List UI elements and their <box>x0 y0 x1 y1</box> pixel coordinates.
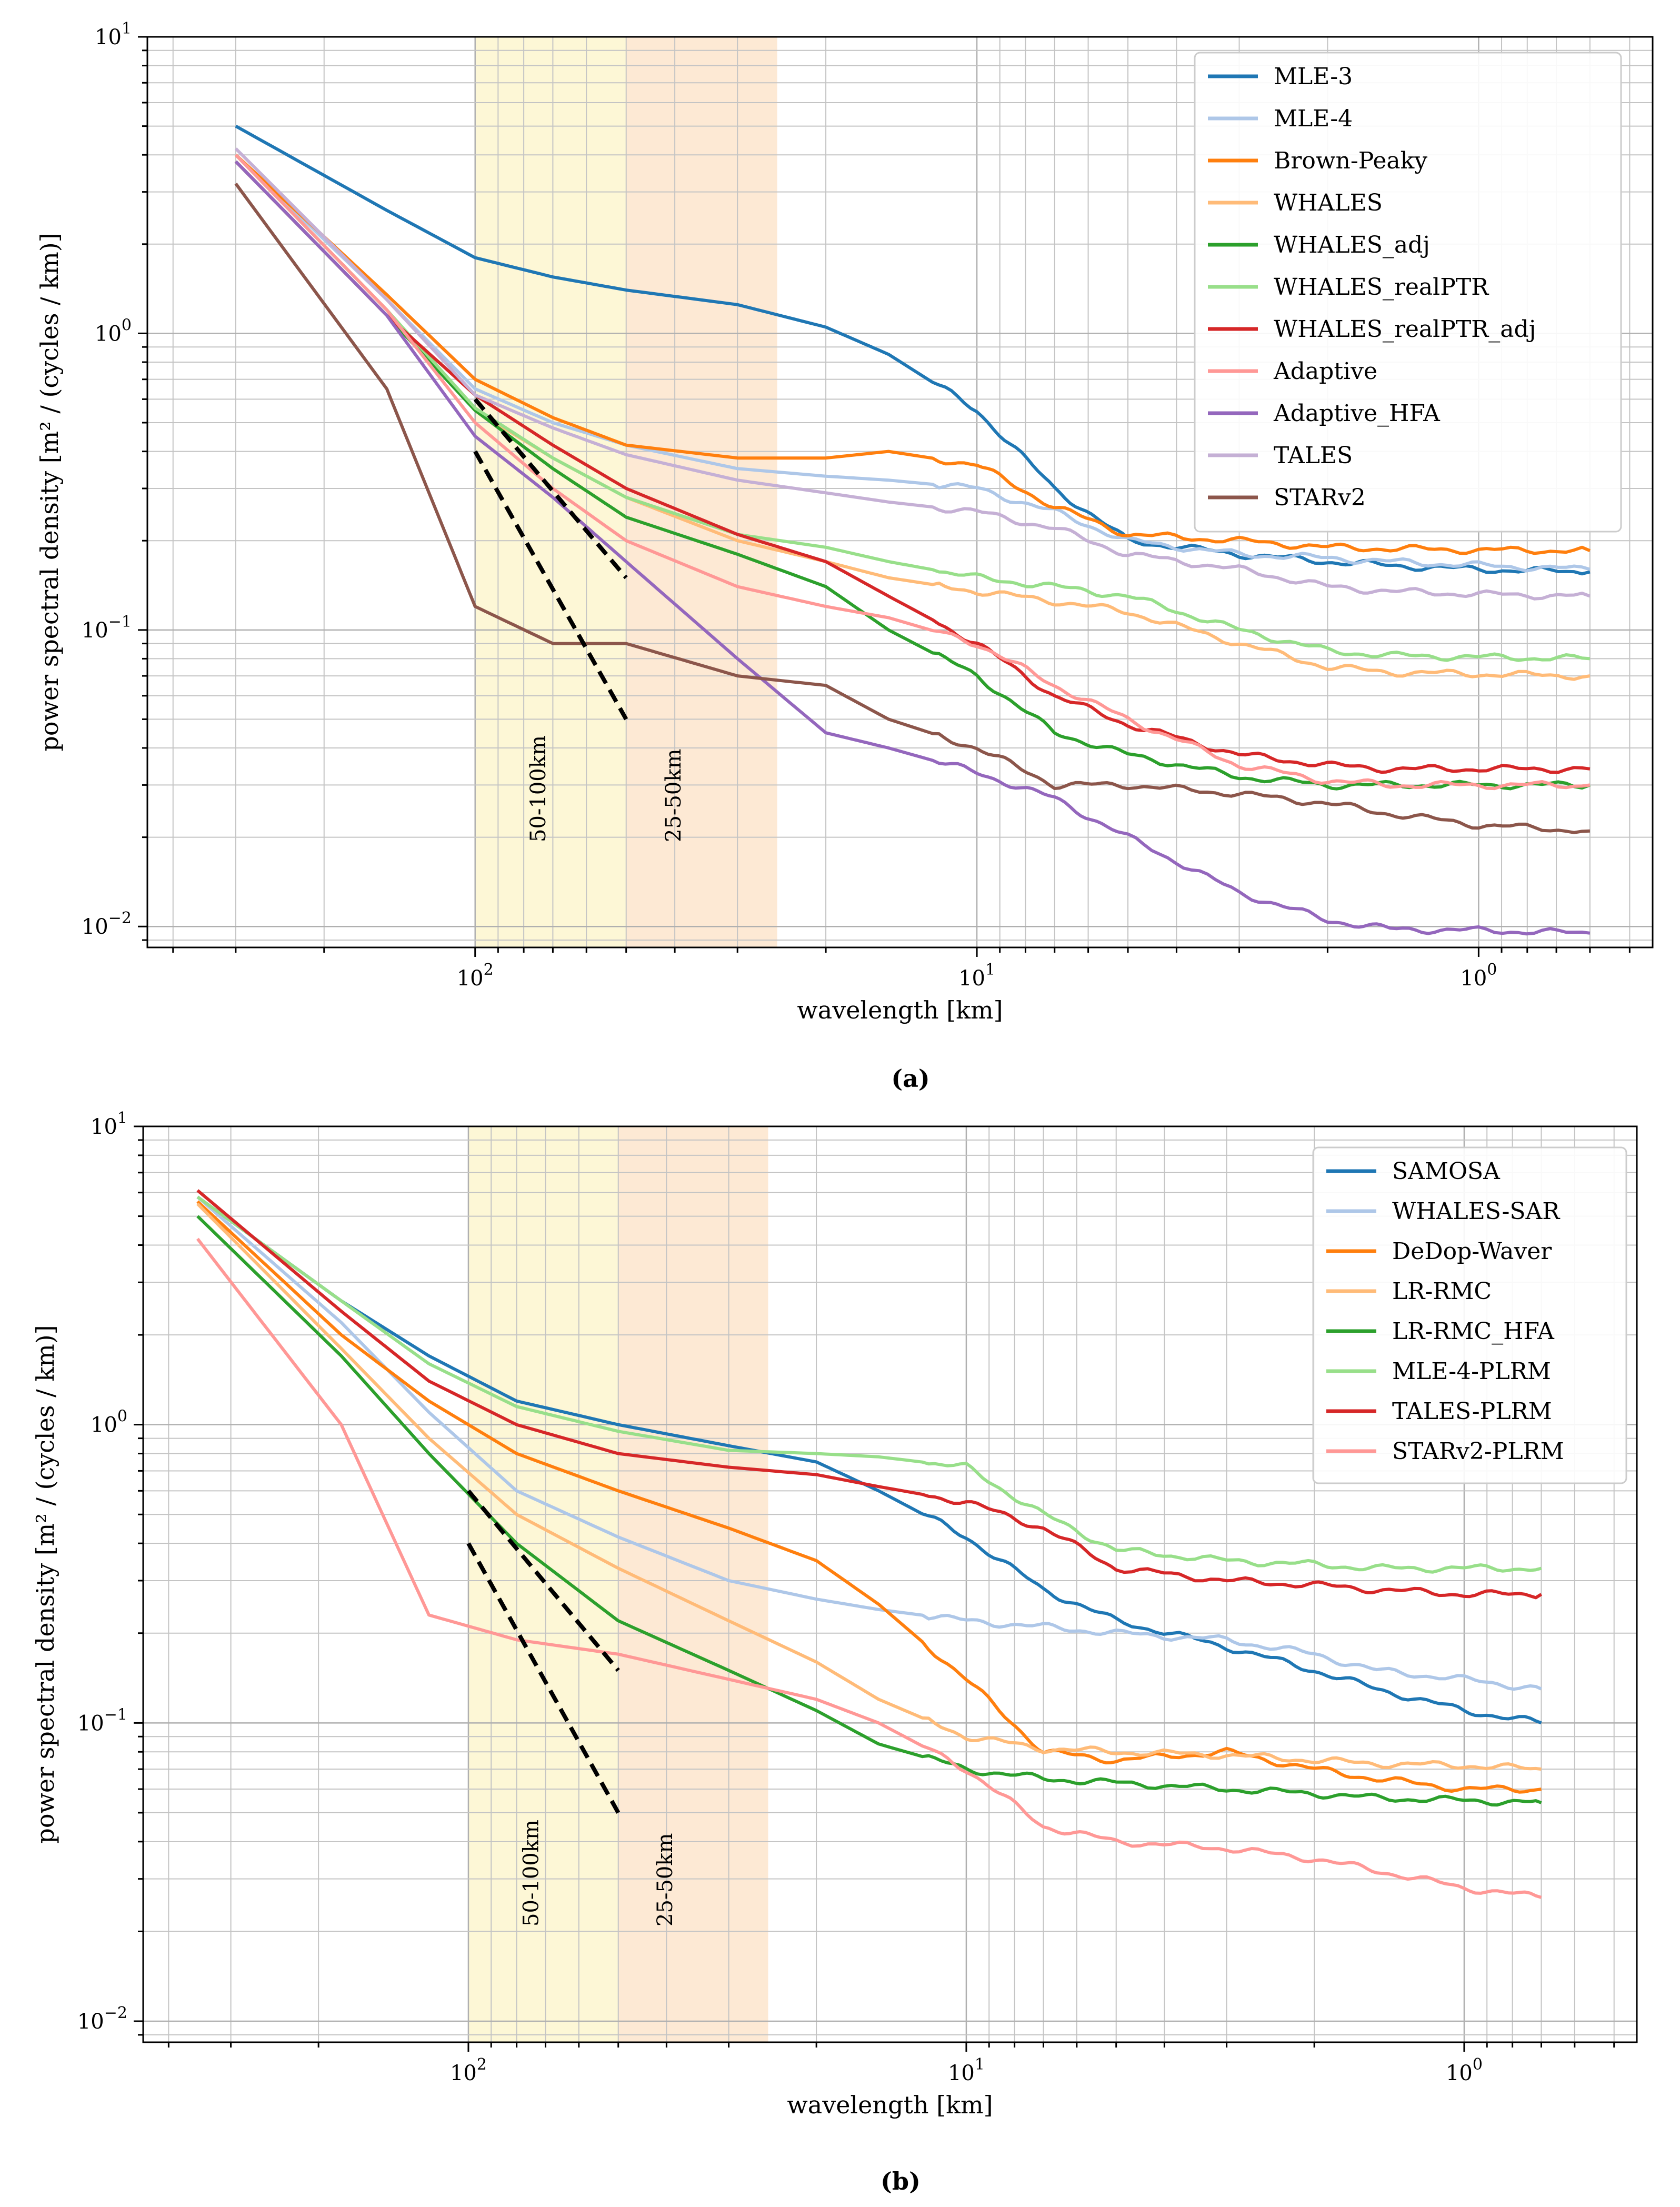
series-lines <box>196 1189 1543 1899</box>
series-line-brown-peaky <box>234 153 1591 555</box>
x-tick-label: 100 <box>1446 2055 1483 2085</box>
x-tick-label: 100 <box>1460 961 1497 991</box>
x-tick-label: 102 <box>450 2055 487 2085</box>
series-line-dedop-waver <box>196 1200 1542 1794</box>
legend-label: MLE-3 <box>1274 63 1353 90</box>
series-line-tales-plrm <box>196 1189 1543 1600</box>
legend-label: Brown-Peaky <box>1274 147 1427 174</box>
y-tick-label: 101 <box>91 1109 127 1139</box>
legend-label: TALES-PLRM <box>1392 1398 1552 1425</box>
legend-label: WHALES_adj <box>1274 232 1430 258</box>
legend-label: WHALES_realPTR_adj <box>1274 316 1536 343</box>
legend-label: TALES <box>1274 442 1353 469</box>
legend-label: STARv2-PLRM <box>1392 1438 1564 1465</box>
series-line-adaptive <box>234 154 1591 791</box>
y-tick-label: 10−1 <box>77 1705 127 1735</box>
x-tick-label: 101 <box>958 961 995 991</box>
legend-label: Adaptive_HFA <box>1273 400 1441 427</box>
legend-label: MLE-4-PLRM <box>1392 1358 1551 1385</box>
y-axis-label: power spectral density [m² / (cycles / k… <box>35 233 64 751</box>
panel-caption: (a) <box>891 1064 929 1093</box>
reference-slope-line-2 <box>473 450 628 721</box>
band-label-1: 50-100km <box>519 1820 543 1926</box>
chart-panel-a: 50-100km 25-50km 102 101 100 101 100 10−1 10−2 wa… <box>35 19 1654 1093</box>
chart-panel-b: 50-100km 25-50km 102 101 100 101 100 10−1 10−2 wa… <box>31 1109 1638 2195</box>
x-axis-label: wavelength [km] <box>797 996 1003 1024</box>
legend-label: LR-RMC <box>1392 1278 1492 1305</box>
legend-label: WHALES_realPTR <box>1274 274 1489 301</box>
legend-label: WHALES-SAR <box>1392 1198 1561 1225</box>
legend: SAMOSA WHALES-SAR DeDop-Waver LR-RMC LR-RMC_… <box>1312 1146 1627 1484</box>
series-line-starv2-plrm <box>196 1237 1542 1899</box>
series-line-whales-adj <box>234 160 1591 791</box>
x-tick-label: 102 <box>457 961 494 991</box>
axes-frame <box>142 1125 1638 2043</box>
band-label-1: 50-100km <box>526 735 551 842</box>
x-tick-label: 101 <box>948 2055 985 2085</box>
axes-frame <box>146 36 1654 948</box>
band-label-2: 25-50km <box>653 1833 677 1926</box>
legend-label: Adaptive <box>1273 358 1377 385</box>
reference-slope-line-2 <box>466 1542 621 1814</box>
x-axis-label: wavelength [km] <box>787 2091 993 2119</box>
series-line-samosa <box>196 1195 1542 1725</box>
series-line-starv2 <box>234 183 1591 834</box>
series-line-mle-4 <box>234 154 1591 573</box>
legend-label: STARv2 <box>1274 484 1366 511</box>
series-line-mle-4-plrm <box>196 1195 1542 1574</box>
legend-label: LR-RMC_HFA <box>1392 1318 1555 1345</box>
series-line-whales-realptr-adj <box>234 160 1591 774</box>
y-tick-label: 100 <box>91 1407 127 1437</box>
legend-label: WHALES <box>1274 189 1383 216</box>
reference-slope-line-1 <box>466 1489 620 1672</box>
y-tick-label: 100 <box>95 316 132 346</box>
legend: MLE-3 MLE-4 Brown-Peaky WHALES WHALES_adj WHA… <box>1194 52 1622 533</box>
series-line-adaptive-hfa <box>234 160 1591 936</box>
panel-caption: (b) <box>881 2167 921 2195</box>
series-line-lr-rmc <box>196 1202 1542 1771</box>
legend-label: DeDop-Waver <box>1392 1238 1552 1265</box>
y-tick-label: 10−1 <box>82 613 132 643</box>
legend-label: SAMOSA <box>1392 1158 1501 1185</box>
series-lines <box>234 124 1591 936</box>
series-line-tales <box>234 147 1591 601</box>
legend-box <box>1194 52 1622 533</box>
reference-slope-line-1 <box>473 397 628 580</box>
shaded-band-2 <box>626 37 777 947</box>
series-line-whales-sar <box>196 1195 1542 1691</box>
y-tick-label: 10−2 <box>82 909 132 939</box>
legend-box <box>1312 1146 1627 1484</box>
series-line-whales-realptr <box>234 154 1591 662</box>
y-tick-label: 101 <box>95 19 132 49</box>
band-label-2: 25-50km <box>662 749 686 842</box>
legend-label: MLE-4 <box>1274 105 1353 132</box>
y-tick-label: 10−2 <box>77 2004 127 2034</box>
y-axis-label: power spectral density [m² / (cycles / k… <box>31 1325 59 1843</box>
